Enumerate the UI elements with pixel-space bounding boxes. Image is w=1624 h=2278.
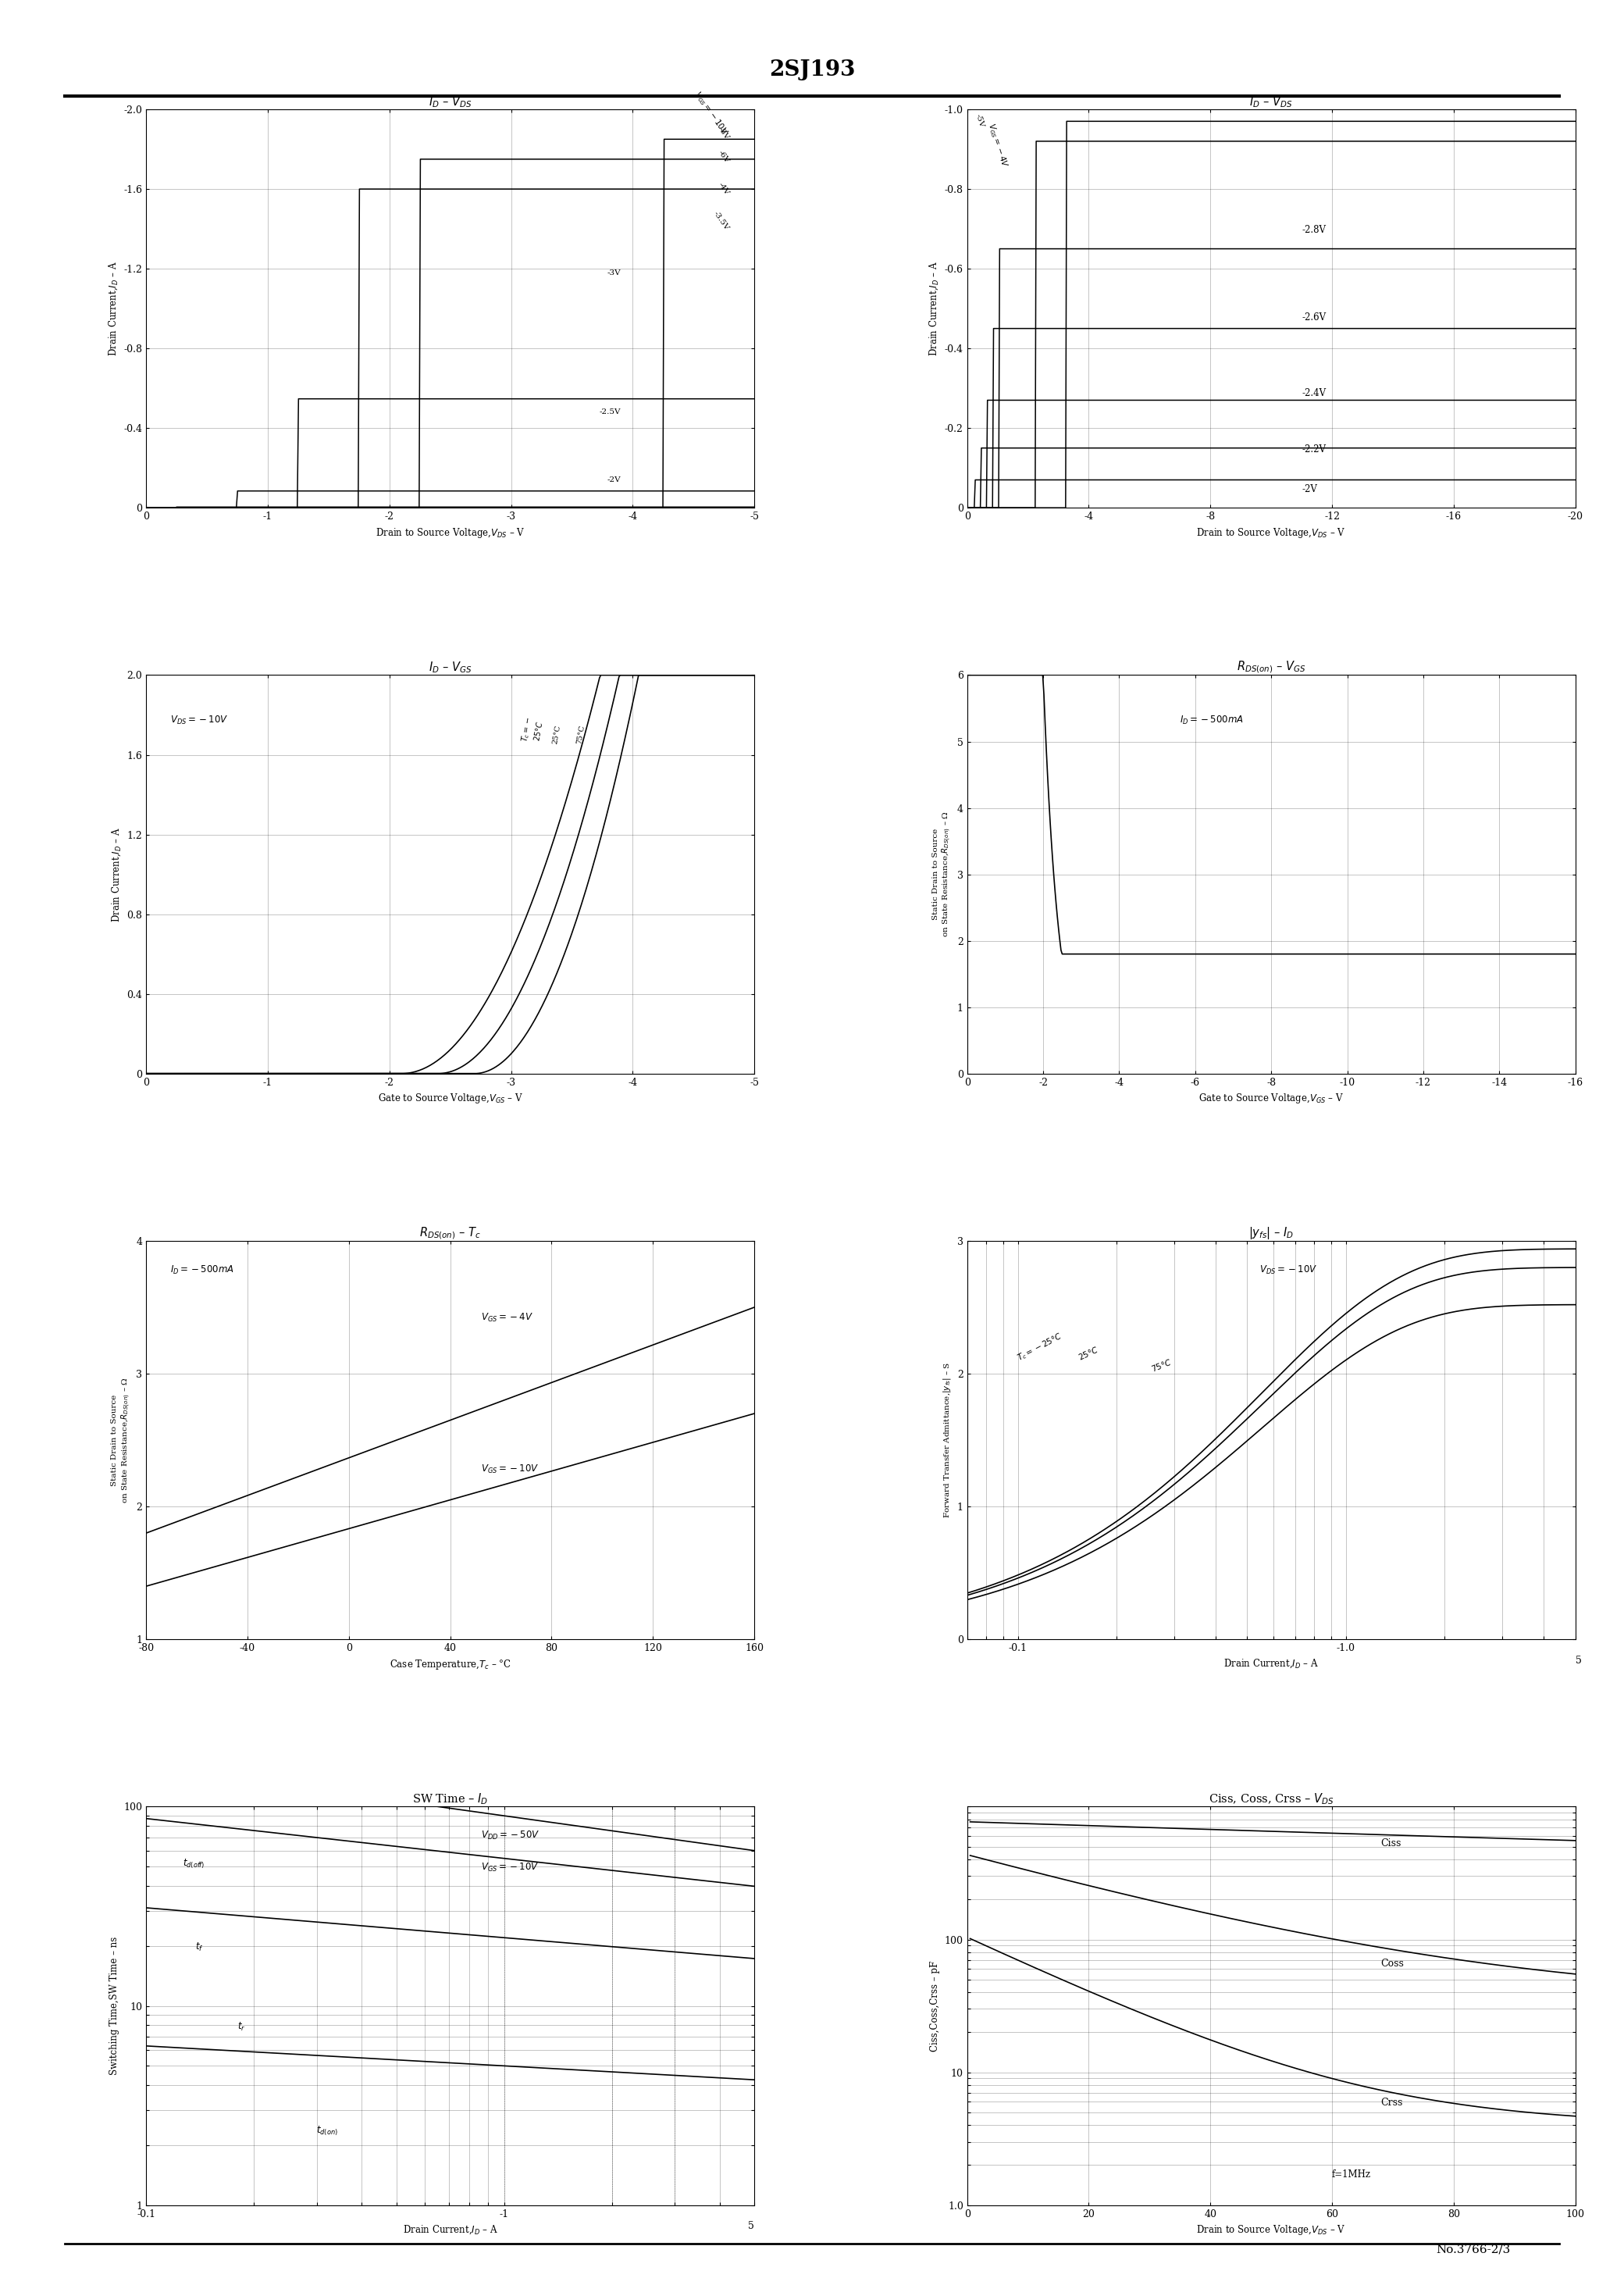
Y-axis label: Drain Current,$I_D$ – A: Drain Current,$I_D$ – A [110,827,122,923]
Text: $V_{GS}=-4V$: $V_{GS}=-4V$ [481,1312,533,1324]
Text: $t_f$: $t_f$ [195,1941,203,1952]
Text: $V_{GS}=-10V$: $V_{GS}=-10V$ [481,1861,539,1873]
Text: f=1MHz: f=1MHz [1332,2169,1371,2180]
Text: $75°C$: $75°C$ [1150,1358,1173,1374]
X-axis label: Drain Current,$I_D$ – A: Drain Current,$I_D$ – A [1223,1658,1319,1670]
Text: $V_{DD}=-50V$: $V_{DD}=-50V$ [481,1829,539,1841]
Title: $I_D$ – $V_{DS}$: $I_D$ – $V_{DS}$ [429,96,473,109]
Text: -4V: -4V [716,182,729,196]
Title: $|y_{fs}|$ – $I_D$: $|y_{fs}|$ – $I_D$ [1249,1226,1294,1242]
Text: 5: 5 [1575,1656,1582,1665]
Text: -5V: -5V [974,114,984,128]
Title: SW Time – $I_D$: SW Time – $I_D$ [412,1793,489,1806]
Y-axis label: Drain Current,$I_D$ – A: Drain Current,$I_D$ – A [929,262,940,355]
X-axis label: Gate to Source Voltage,$V_{GS}$ – V: Gate to Source Voltage,$V_{GS}$ – V [377,1091,523,1105]
Text: 5: 5 [749,2221,754,2232]
Text: $V_{DS}=-10V$: $V_{DS}=-10V$ [171,715,229,727]
Text: Crss: Crss [1380,2098,1403,2107]
Y-axis label: Static Drain to Source
on State Resistance,$R_{DS(on)}$ – Ω: Static Drain to Source on State Resistan… [932,811,953,939]
Text: Ciss: Ciss [1380,1838,1402,1850]
Text: $V_{GS}=-10V$: $V_{GS}=-10V$ [481,1462,539,1476]
Text: -2.4V: -2.4V [1301,390,1325,399]
Text: -8V: -8V [716,125,729,141]
Text: -2.2V: -2.2V [1301,444,1325,453]
Title: $I_D$ – $V_{GS}$: $I_D$ – $V_{GS}$ [429,661,473,674]
Text: $t_{d(on)}$: $t_{d(on)}$ [317,2125,338,2137]
Y-axis label: Drain Current,$I_D$ – A: Drain Current,$I_D$ – A [107,262,119,355]
Text: -3.5V: -3.5V [711,210,729,232]
Text: $V_{DS}=-10V$: $V_{DS}=-10V$ [1259,1264,1317,1276]
Text: $I_D=-500mA$: $I_D=-500mA$ [171,1264,234,1276]
Title: $I_D$ – $V_{DS}$: $I_D$ – $V_{DS}$ [1249,96,1293,109]
X-axis label: Case Temperature,$T_c$ – °C: Case Temperature,$T_c$ – °C [390,1658,512,1670]
Text: 75°C: 75°C [577,724,586,745]
X-axis label: Drain to Source Voltage,$V_{DS}$ – V: Drain to Source Voltage,$V_{DS}$ – V [375,526,525,540]
Text: -2V: -2V [607,476,620,483]
Text: -2V: -2V [1301,483,1317,494]
Text: -3V: -3V [607,269,620,276]
Text: $t_r$: $t_r$ [237,2021,245,2032]
Text: No.3766-2/3: No.3766-2/3 [1436,2244,1510,2255]
Text: $T_c=-$
$25°C$: $T_c=-$ $25°C$ [520,715,546,745]
Title: $R_{DS(on)}$ – $T_c$: $R_{DS(on)}$ – $T_c$ [419,1226,481,1242]
Text: Coss: Coss [1380,1959,1405,1968]
Text: $V_{GS}=-10V$: $V_{GS}=-10V$ [692,89,729,137]
Text: 25°C: 25°C [552,724,562,745]
Title: $R_{DS(on)}$ – $V_{GS}$: $R_{DS(on)}$ – $V_{GS}$ [1236,661,1306,674]
Text: -2.5V: -2.5V [599,408,620,415]
Text: $V_{GS}=-4V$: $V_{GS}=-4V$ [986,121,1010,169]
Y-axis label: Forward Transfer Admittance,$|y_{fs}|$ – S: Forward Transfer Admittance,$|y_{fs}|$ –… [942,1362,953,1519]
Text: -6V: -6V [716,150,729,164]
Y-axis label: Ciss,Coss,Crss – pF: Ciss,Coss,Crss – pF [931,1961,940,2050]
Text: $I_D=-500mA$: $I_D=-500mA$ [1181,715,1244,727]
Text: -2.8V: -2.8V [1301,226,1325,235]
Text: 2SJ193: 2SJ193 [768,59,856,80]
X-axis label: Drain Current,$I_D$ – A: Drain Current,$I_D$ – A [403,2223,499,2235]
Text: $t_{d(off)}$: $t_{d(off)}$ [182,1857,205,1870]
Text: $25°C$: $25°C$ [1077,1344,1099,1362]
Title: Ciss, Coss, Crss – $V_{DS}$: Ciss, Coss, Crss – $V_{DS}$ [1208,1793,1333,1806]
Y-axis label: Switching Time,SW Time – ns: Switching Time,SW Time – ns [109,1936,119,2075]
Text: -2.6V: -2.6V [1301,312,1325,323]
Y-axis label: Static Drain to Source
on State Resistance,$R_{DS(on)}$ – Ω: Static Drain to Source on State Resistan… [110,1376,132,1503]
X-axis label: Gate to Source Voltage,$V_{GS}$ – V: Gate to Source Voltage,$V_{GS}$ – V [1199,1091,1345,1105]
X-axis label: Drain to Source Voltage,$V_{DS}$ – V: Drain to Source Voltage,$V_{DS}$ – V [1197,2223,1346,2237]
X-axis label: Drain to Source Voltage,$V_{DS}$ – V: Drain to Source Voltage,$V_{DS}$ – V [1197,526,1346,540]
Text: $T_c=-25°C$: $T_c=-25°C$ [1015,1330,1065,1365]
